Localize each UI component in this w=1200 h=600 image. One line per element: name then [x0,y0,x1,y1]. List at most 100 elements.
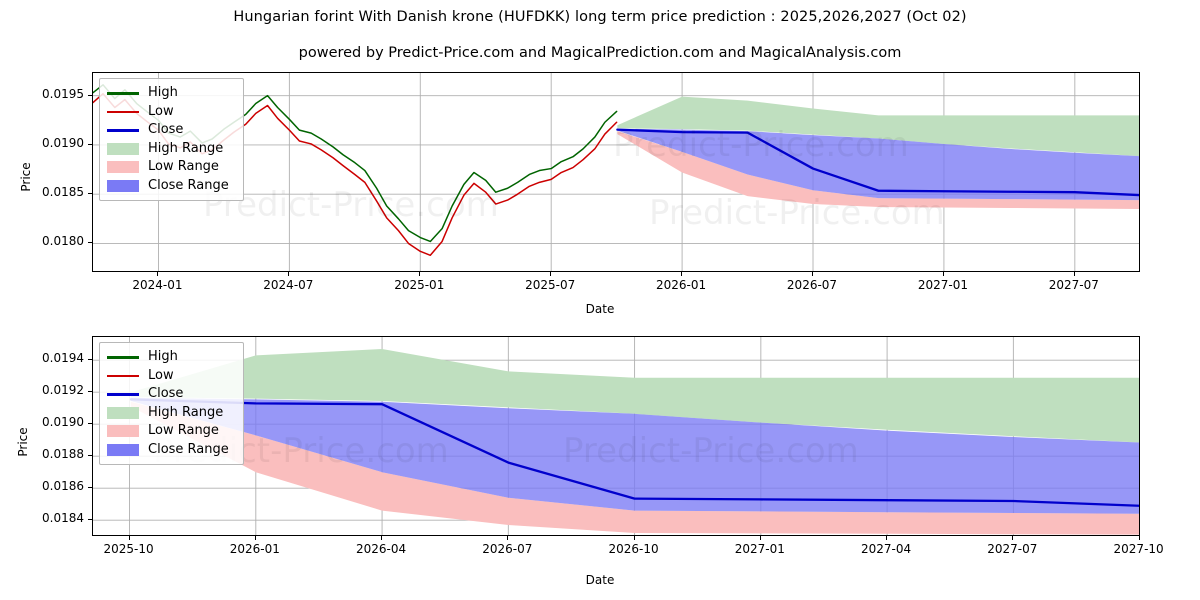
legend-label: Close [148,386,184,402]
legend-item-high-top[interactable]: High [107,84,235,103]
x-tick-label: 2027-10 [1113,542,1164,556]
x-tick-mark [1073,272,1075,276]
y-tick-mark [88,242,92,244]
x-tick-mark [1138,536,1140,540]
legend-item-close-bottom[interactable]: Close [107,385,235,404]
close-range-band [617,128,1139,201]
y-tick-label: 0.0185 [42,185,84,200]
close-forecast-line [616,128,1139,197]
legend-item-close-top[interactable]: Close [107,121,235,140]
chart-panel-bottom: Price 0.0184 0.0186 0.0188 0.0190 0.0192 0.01… [0,320,1200,600]
legend-swatch-icon [107,179,139,193]
legend-label: High Range [148,140,224,156]
y-tick-label: 0.0190 [42,135,84,150]
legend-label: High Range [148,404,224,420]
low-range-band [617,131,1139,209]
legend-swatch-icon [107,443,139,457]
legend-item-close-range-top[interactable]: Close Range [107,177,235,196]
legend-item-low-range-bottom[interactable]: Low Range [107,422,235,441]
legend-swatch-icon [107,123,139,137]
x-axis-label-bottom: Date [585,573,615,587]
legend-swatch-icon [107,142,139,156]
y-tick-label: 0.0190 [42,415,84,430]
legend-item-low-range-top[interactable]: Low Range [107,158,235,177]
x-tick-mark [812,272,813,276]
x-tick-mark [759,536,761,540]
x-tick-label: 2027-07 [1048,278,1099,292]
legend-swatch-icon [107,86,139,100]
legend-swatch-icon [107,350,139,364]
x-tick-mark [633,536,635,540]
legend-label: Low [148,103,174,119]
y-tick-label: 0.0184 [42,511,84,526]
x-tick-mark [942,272,944,276]
x-tick-label: 2027-07 [987,542,1038,556]
y-tick-label: 0.0180 [42,234,84,249]
x-tick-label: 2027-01 [917,278,968,292]
x-tick-mark [288,272,290,276]
x-tick-mark [1012,536,1014,540]
x-tick-mark [381,536,383,540]
plot-area-top[interactable]: Predict-Price.com Predict-Price.com Pred… [92,72,1140,272]
page-subtitle: powered by Predict-Price.com and Magical… [298,45,902,61]
legend-item-low-top[interactable]: Low [107,103,235,122]
legend-label: Low [148,367,174,383]
y-tick-mark [88,455,92,457]
x-tick-label: 2027-04 [861,542,912,556]
y-tick-label: 0.0192 [42,383,84,398]
x-tick-mark [886,536,888,540]
x-tick-label: 2025-10 [103,542,154,556]
x-tick-mark [157,272,159,276]
low-range-band [130,401,1139,535]
x-tick-mark [254,536,256,540]
legend-swatch-icon [107,387,139,401]
legend-swatch-icon [107,105,139,119]
y-tick-label: 0.0195 [42,86,84,101]
x-tick-label: 2026-07 [482,542,533,556]
legend-item-high-range-top[interactable]: High Range [107,140,235,159]
legend-label: Low Range [148,423,219,439]
high-range-band [130,349,1139,443]
x-tick-mark [681,272,683,276]
legend-swatch-icon [107,406,139,420]
x-tick-label: 2024-01 [132,278,183,292]
y-tick-mark [88,359,92,361]
y-tick-mark [88,519,92,521]
x-tick-label: 2026-01 [229,542,280,556]
x-tick-mark [419,272,421,276]
y-tick-mark [88,94,92,96]
page-title: Hungarian forint With Danish krone (HUFD… [233,9,967,25]
chart-panel-top: Price 0.0180 0.0185 0.0190 0.0195 2024-01 20… [19,72,1140,316]
legend-label: Low Range [148,159,219,175]
x-axis-label-top: Date [585,302,615,316]
y-tick-label: 0.0194 [42,351,84,366]
x-tick-label: 2025-07 [525,278,576,292]
x-tick-mark [507,536,509,540]
plot-area-bottom[interactable]: Predict-Price.com Predict-Price.com [92,336,1140,536]
x-tick-mark [550,272,552,276]
legend-label: Close Range [148,441,229,457]
y-tick-mark [88,193,92,195]
chart-legend-bottom[interactable]: High Low Close High Range Low Range Close Ran… [99,342,244,465]
close-range-band [130,397,1139,514]
high-range-band [617,96,1139,157]
legend-swatch-icon [107,424,139,438]
x-tick-label: 2025-01 [394,278,445,292]
legend-item-high-range-bottom[interactable]: High Range [107,404,235,423]
x-tick-label: 2027-01 [734,542,785,556]
x-tick-label: 2026-10 [608,542,659,556]
legend-item-high-bottom[interactable]: High [107,348,235,367]
y-tick-mark [88,423,92,425]
x-tick-label: 2026-01 [656,278,707,292]
legend-label: Close [148,122,184,138]
legend-item-close-range-bottom[interactable]: Close Range [107,441,235,460]
y-tick-label: 0.0186 [42,479,84,494]
x-tick-label: 2026-04 [355,542,407,556]
legend-swatch-icon [107,160,139,174]
chart-legend-top[interactable]: High Low Close High Range Low Range Close Ran… [99,78,244,201]
y-tick-mark [88,143,92,145]
legend-item-low-bottom[interactable]: Low [107,367,235,386]
x-tick-mark [128,536,130,540]
y-tick-mark [88,391,92,393]
y-tick-label: 0.0188 [42,447,84,462]
